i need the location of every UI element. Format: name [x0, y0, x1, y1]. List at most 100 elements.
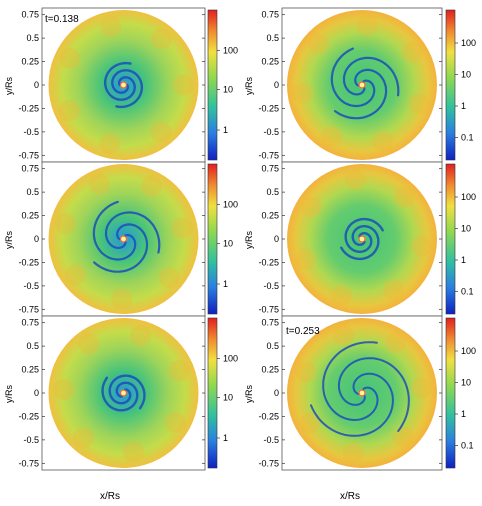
- y-axis-label: y/Rs: [244, 231, 254, 250]
- panel-1: 0.75 0.5 0.25 0 -0.25 -0.5 -0.75 y/Rs 100 10 1: [4, 7, 238, 163]
- spiral-arm: [340, 225, 380, 261]
- y-tick-label: 0.75: [261, 164, 279, 174]
- y-tick-label: 0: [274, 388, 279, 398]
- y-tick-label: 0: [34, 234, 39, 244]
- spiral-arm: [93, 223, 149, 273]
- spiral-arm: [334, 68, 388, 120]
- edge-patch: [300, 196, 322, 218]
- edge-patch: [59, 47, 81, 69]
- edge-patch: [331, 284, 353, 306]
- colorbar: [207, 317, 218, 469]
- edge-patch: [295, 361, 317, 383]
- edge-patch: [78, 333, 100, 355]
- edge-patch: [165, 412, 187, 434]
- edge-patch: [99, 132, 121, 154]
- y-tick-label: -0.25: [258, 411, 279, 421]
- central-object: [119, 81, 128, 89]
- colorbar-tick-label: 10: [223, 393, 233, 403]
- y-tick-label: -0.25: [18, 411, 39, 421]
- colorbar-tick-label: 10: [461, 378, 471, 388]
- colorbar-tick-label: 100: [223, 46, 238, 56]
- y-tick-label: -0.25: [258, 257, 279, 267]
- y-tick-label: 0.5: [266, 33, 279, 43]
- edge-patch: [411, 377, 433, 399]
- edge-patch: [294, 248, 316, 270]
- panel-5: 0.75 0.5 0.25 0 -0.25 -0.5 -0.75 y/Rs 100 10 1 0.1: [244, 161, 476, 317]
- y-tick-label: 0.75: [21, 318, 39, 328]
- y-tick-label: -0.5: [263, 281, 279, 291]
- central-object: [119, 235, 128, 243]
- edge-patch: [321, 126, 343, 148]
- edge-patch: [394, 186, 416, 208]
- edge-patch: [333, 325, 355, 347]
- y-tick-label: 0: [34, 80, 39, 90]
- y-tick-label: -0.5: [263, 435, 279, 445]
- y-tick-label: -0.75: [258, 150, 279, 160]
- edge-patch: [53, 378, 75, 400]
- y-axis-label: y/Rs: [244, 385, 254, 404]
- y-tick-label: 0.75: [261, 318, 279, 328]
- panel-6: 0.75 0.5 0.25 0 -0.25 -0.5 -0.75 y/Rs 100 10 1 0.1: [244, 315, 476, 471]
- y-tick-label: -0.25: [18, 103, 39, 113]
- y-axis-label: y/Rs: [4, 77, 14, 96]
- panel-2: 0.75 0.5 0.25 0 -0.25 -0.5 -0.75 y/Rs 100 10 1: [4, 161, 238, 317]
- y-tick-label: 0.5: [26, 33, 39, 43]
- x-axis-label-right: x/Rs: [340, 491, 360, 502]
- edge-patch: [383, 279, 405, 301]
- time-label-1: t=0.138: [45, 14, 79, 25]
- colorbar-tick-label: 10: [223, 85, 233, 95]
- y-tick-label: 0.25: [21, 211, 39, 221]
- spiral-arm: [337, 357, 410, 433]
- edge-patch: [299, 412, 321, 434]
- edge-patch: [307, 33, 329, 55]
- edge-patch: [356, 14, 378, 36]
- edge-patch: [58, 100, 80, 122]
- edge-patch: [411, 235, 433, 257]
- panels: 0.750.50.250-0.25-0.5-0.75y/Rs1001010.75…: [4, 7, 476, 471]
- colorbar-tick-label: 1: [223, 125, 228, 135]
- edge-patch: [150, 121, 172, 143]
- y-tick-label: -0.75: [258, 304, 279, 314]
- colorbar-tick-label: 1: [223, 279, 228, 289]
- colorbar: [445, 9, 456, 161]
- colorbar-tick-label: 10: [461, 70, 471, 80]
- y-axis-label: y/Rs: [4, 385, 14, 404]
- y-tick-label: 0.75: [21, 10, 39, 20]
- y-tick-label: 0.25: [261, 365, 279, 375]
- edge-patch: [88, 173, 110, 195]
- y-tick-label: -0.75: [258, 458, 279, 468]
- y-tick-label: 0.25: [261, 57, 279, 67]
- y-tick-label: 0.5: [266, 187, 279, 197]
- y-tick-label: -0.75: [18, 304, 39, 314]
- colorbar-tick-label: 100: [461, 346, 476, 356]
- edge-patch: [372, 130, 394, 152]
- colorbar-tick-label: 100: [461, 38, 476, 48]
- y-tick-label: 0.25: [261, 211, 279, 221]
- edge-patch: [130, 324, 152, 346]
- spiral-arm: [101, 376, 139, 412]
- central-object: [119, 389, 128, 397]
- edge-patch: [384, 332, 406, 354]
- y-tick-label: 0.25: [21, 365, 39, 375]
- colorbar-tick-label: 10: [223, 239, 233, 249]
- colorbar: [207, 163, 218, 315]
- edge-patch: [73, 427, 95, 449]
- edge-patch: [171, 217, 193, 239]
- edge-patch: [64, 264, 86, 286]
- colorbar: [445, 163, 456, 315]
- edge-patch: [54, 213, 76, 235]
- edge-patch: [141, 175, 163, 197]
- y-tick-label: 0: [34, 388, 39, 398]
- colorbar-tick-label: 1: [461, 255, 466, 265]
- colorbar: [445, 317, 456, 469]
- colorbar-tick-label: 1: [461, 101, 466, 111]
- spiral-arm: [104, 211, 161, 254]
- y-tick-label: 0.75: [21, 164, 39, 174]
- y-tick-label: 0: [274, 234, 279, 244]
- y-tick-label: 0.5: [266, 341, 279, 351]
- spiral-arm: [344, 217, 384, 253]
- y-tick-label: 0: [274, 80, 279, 90]
- colorbar-tick-label: 100: [461, 192, 476, 202]
- spiral-arm: [104, 61, 136, 101]
- colorbar: [207, 9, 218, 161]
